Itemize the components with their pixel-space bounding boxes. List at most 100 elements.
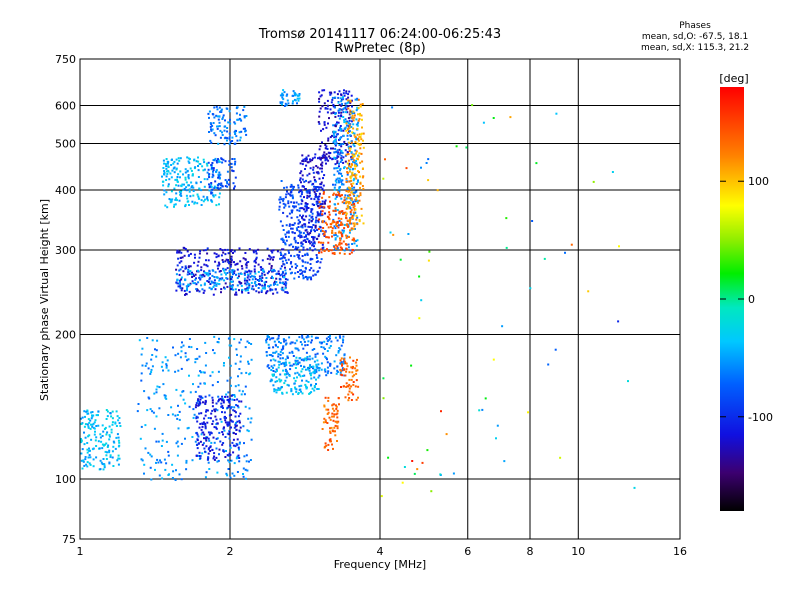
echo-point (339, 371, 342, 374)
echo-point (338, 192, 341, 195)
echo-point (217, 395, 220, 398)
echo-point (285, 376, 288, 379)
echo-point (300, 384, 303, 387)
echo-point (342, 134, 345, 137)
echo-point (272, 292, 275, 295)
echo-point (324, 396, 327, 399)
echo-point (322, 227, 325, 229)
echo-point (410, 364, 413, 367)
echo-point (354, 141, 357, 144)
echo-point (421, 461, 424, 464)
echo-point (187, 283, 190, 286)
echo-point (149, 372, 152, 375)
echo-point (329, 226, 332, 228)
echo-point (117, 445, 120, 448)
echo-point (323, 348, 326, 350)
echo-point (202, 401, 204, 404)
colorbar-tick-label: 100 (748, 175, 769, 188)
echo-point (254, 272, 257, 275)
echo-point (187, 268, 190, 271)
echo-point (227, 433, 230, 436)
echo-point (276, 250, 279, 253)
echo-point (279, 251, 282, 254)
echo-point (302, 239, 305, 242)
echo-point (320, 346, 323, 348)
echo-point (311, 244, 314, 247)
echo-point (212, 420, 215, 423)
echo-point (309, 374, 312, 377)
echo-point (167, 185, 170, 188)
echo-point (271, 288, 274, 291)
echo-point (294, 94, 296, 97)
echo-point (297, 391, 300, 394)
echo-point (110, 431, 113, 434)
echo-point (151, 365, 154, 368)
echo-point (325, 156, 327, 159)
echo-point (229, 284, 232, 287)
echo-point (288, 244, 291, 247)
echo-point (84, 436, 87, 439)
echo-point (334, 115, 337, 118)
echo-point (329, 108, 332, 111)
echo-point (89, 419, 92, 422)
echo-point (304, 205, 307, 208)
echo-point (318, 148, 321, 151)
echo-point (244, 468, 247, 471)
echo-point (356, 216, 359, 219)
echo-point (245, 266, 248, 269)
echo-point (235, 135, 238, 138)
echo-point (333, 91, 336, 94)
echo-point (280, 287, 283, 290)
echo-point (339, 368, 342, 371)
echo-point (570, 243, 573, 246)
echo-point (335, 167, 338, 170)
echo-point (208, 183, 210, 186)
echo-point (190, 169, 193, 172)
echo-point (136, 410, 139, 413)
echo-point (336, 209, 339, 212)
echo-point (356, 157, 359, 160)
echo-point (240, 265, 243, 268)
echo-point (282, 89, 285, 92)
echo-point (180, 190, 183, 193)
echo-point (356, 181, 359, 183)
echo-point (251, 278, 254, 281)
echo-point (194, 201, 196, 204)
echo-point (227, 259, 229, 261)
echo-point (325, 337, 328, 340)
echo-point (347, 393, 350, 396)
echo-point (272, 249, 275, 252)
echo-point (287, 258, 290, 261)
echo-point (221, 411, 223, 414)
echo-point (283, 382, 286, 385)
echo-point (325, 343, 328, 346)
echo-point (282, 211, 285, 214)
echo-point (333, 221, 336, 224)
echo-point (212, 195, 215, 198)
echo-point (199, 402, 202, 405)
echo-point (334, 248, 337, 251)
echo-point (270, 337, 273, 340)
echo-point (313, 236, 316, 239)
echo-point (260, 279, 263, 282)
echo-point (191, 173, 194, 176)
echo-point (336, 427, 339, 430)
echo-point (204, 249, 207, 252)
echo-point (279, 373, 282, 376)
echo-point (211, 384, 214, 387)
echo-point (328, 196, 331, 199)
echo-point (243, 115, 246, 118)
echo-point (197, 169, 200, 172)
echo-point (208, 189, 211, 192)
echo-point (308, 195, 311, 198)
echo-point (341, 338, 344, 341)
echo-point (324, 368, 327, 371)
echo-point (306, 261, 309, 264)
echo-point (223, 362, 225, 364)
echo-point (213, 441, 216, 444)
echo-point (336, 161, 339, 164)
echo-point (350, 140, 353, 143)
echo-point (216, 127, 219, 130)
echo-point (246, 276, 249, 279)
echo-point (208, 439, 211, 442)
